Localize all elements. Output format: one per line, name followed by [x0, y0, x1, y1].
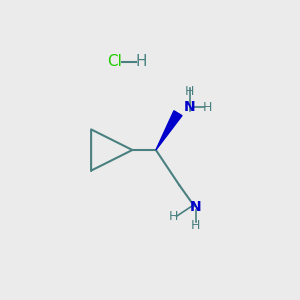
Text: Cl: Cl [107, 54, 122, 69]
Polygon shape [156, 111, 182, 150]
Text: H: H [135, 54, 147, 69]
Text: N: N [184, 100, 196, 114]
Text: H: H [191, 219, 200, 232]
Text: H: H [203, 101, 212, 114]
Text: H: H [169, 210, 178, 223]
Text: H: H [185, 85, 194, 98]
Text: N: N [190, 200, 202, 214]
